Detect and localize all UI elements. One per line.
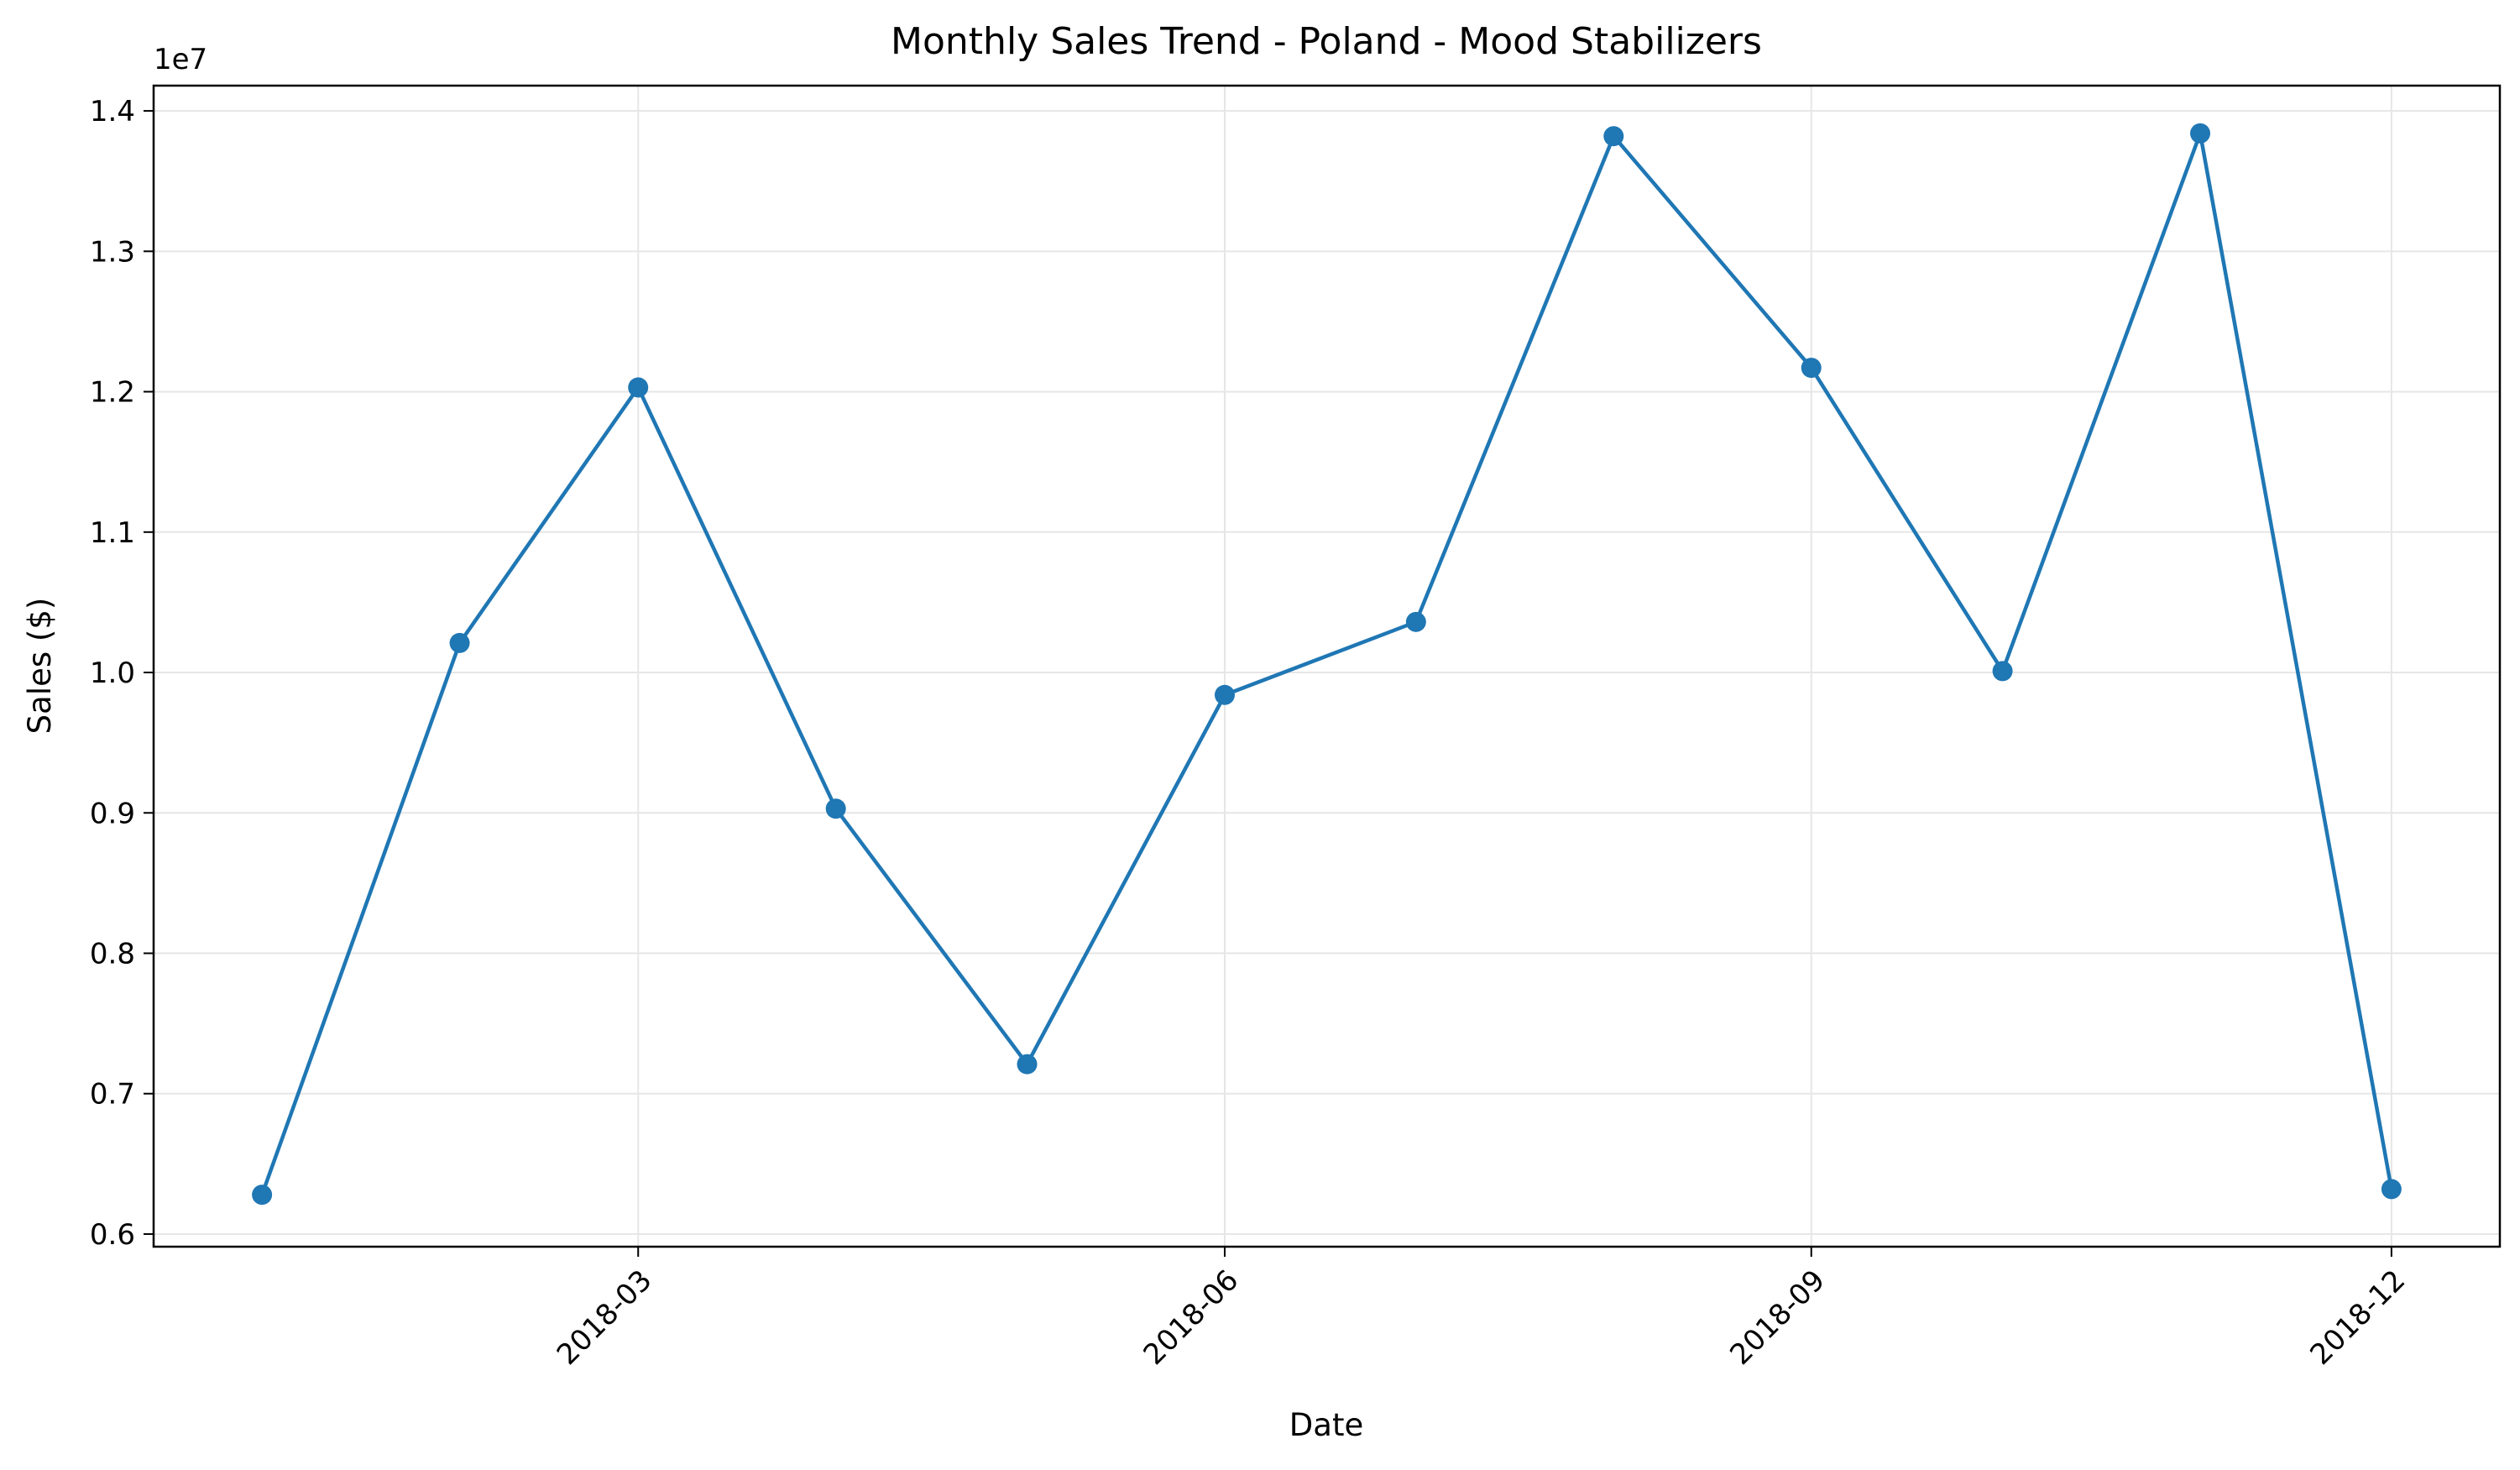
data-point	[628, 377, 649, 398]
data-point	[1992, 661, 2013, 682]
y-tick-label: 1.4	[90, 95, 135, 128]
plot-frame	[152, 84, 2502, 1248]
data-point	[449, 632, 470, 653]
grid-lines	[154, 86, 2500, 1247]
series-line	[259, 131, 2394, 1195]
y-offset-label: 1e7	[154, 43, 207, 76]
data-point	[2381, 1179, 2402, 1200]
data-point	[252, 1185, 273, 1206]
y-axis-label: Sales ($)	[22, 598, 58, 735]
y-tick-label: 1.1	[90, 516, 135, 550]
y-tick-label: 0.6	[90, 1218, 135, 1252]
y-tick-label: 1.2	[90, 376, 135, 410]
y-tick-label: 1.3	[90, 235, 135, 269]
data-point	[1603, 126, 1624, 147]
data-point	[1801, 358, 1822, 379]
data-point	[1017, 1054, 1038, 1075]
series-layer	[252, 123, 2402, 1206]
y-tick-label: 0.9	[90, 797, 135, 830]
data-point	[1214, 684, 1235, 705]
chart-title: Monthly Sales Trend - Poland - Mood Stab…	[891, 20, 1762, 63]
data-point	[825, 798, 846, 819]
y-tick-label: 0.8	[90, 937, 135, 970]
x-axis-label: Date	[1289, 1407, 1363, 1443]
y-tick-label: 0.7	[90, 1078, 135, 1112]
data-point	[1405, 611, 1426, 632]
y-tick-label: 1.0	[90, 657, 135, 690]
data-point	[2190, 123, 2211, 144]
